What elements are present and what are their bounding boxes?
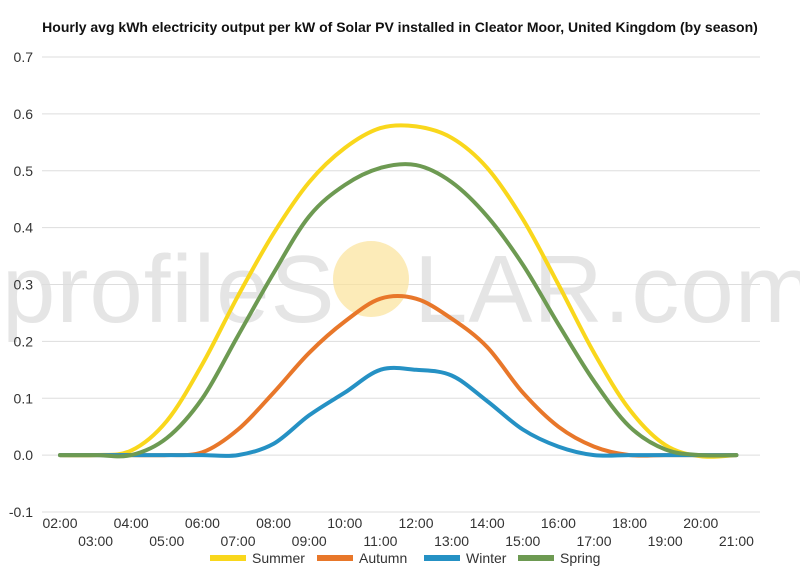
x-axis-ticks: 02:00 04:00 06:00 08:00 10:00 12:00 14:00 16:00…	[42, 515, 754, 549]
y-tick-label: 0.4	[14, 220, 34, 236]
chart-title: Hourly avg kWh electricity output per kW…	[42, 19, 758, 35]
x-tick-label: 12:00	[398, 515, 433, 531]
x-tick-label: 07:00	[220, 533, 255, 549]
y-tick-label: -0.1	[9, 504, 33, 520]
legend-swatch	[518, 555, 554, 561]
x-tick-label: 17:00	[576, 533, 611, 549]
y-tick-label: 0.5	[14, 163, 34, 179]
legend: Summer Autumn Winter Spring	[210, 550, 600, 566]
series-line-spring	[58, 162, 739, 459]
legend-item-autumn[interactable]: Autumn	[317, 550, 407, 566]
x-tick-label: 02:00	[42, 515, 77, 531]
x-tick-label: 16:00	[541, 515, 576, 531]
x-tick-label: 11:00	[363, 533, 397, 549]
legend-item-summer[interactable]: Summer	[210, 550, 305, 566]
watermark-text-right: LAR.com	[414, 236, 800, 343]
y-axis-ticks: -0.1 0.0 0.1 0.2 0.3 0.4 0.5 0.6 0.7	[9, 49, 33, 520]
watermark: profileS LAR.com	[2, 236, 800, 343]
x-tick-label: 14:00	[470, 515, 505, 531]
y-tick-label: 0.6	[14, 106, 34, 122]
legend-swatch	[424, 555, 460, 561]
y-tick-label: 0.0	[14, 447, 34, 463]
legend-item-spring[interactable]: Spring	[518, 550, 600, 566]
legend-swatch	[210, 555, 246, 561]
watermark-sun-icon	[333, 241, 409, 317]
legend-swatch	[317, 555, 353, 561]
x-tick-label: 15:00	[505, 533, 540, 549]
y-tick-label: 0.3	[14, 277, 34, 293]
series-lines	[58, 123, 739, 459]
x-tick-label: 10:00	[327, 515, 362, 531]
series-line-winter	[58, 365, 739, 458]
x-tick-label: 20:00	[683, 515, 718, 531]
x-tick-label: 21:00	[719, 533, 754, 549]
x-tick-label: 19:00	[648, 533, 683, 549]
legend-label: Summer	[252, 550, 305, 566]
y-tick-label: 0.7	[14, 49, 34, 65]
series-line-summer	[58, 123, 739, 459]
x-tick-label: 06:00	[185, 515, 220, 531]
x-tick-label: 09:00	[292, 533, 327, 549]
x-tick-label: 05:00	[149, 533, 184, 549]
x-tick-label: 03:00	[78, 533, 113, 549]
y-tick-label: 0.2	[14, 333, 34, 349]
legend-label: Spring	[560, 550, 600, 566]
legend-label: Winter	[466, 550, 507, 566]
y-tick-label: 0.1	[14, 390, 34, 406]
watermark-text-left: profileS	[2, 236, 336, 343]
x-tick-label: 08:00	[256, 515, 291, 531]
x-tick-label: 18:00	[612, 515, 647, 531]
x-tick-label: 04:00	[114, 515, 149, 531]
x-tick-label: 13:00	[434, 533, 469, 549]
legend-label: Autumn	[359, 550, 407, 566]
legend-item-winter[interactable]: Winter	[424, 550, 507, 566]
